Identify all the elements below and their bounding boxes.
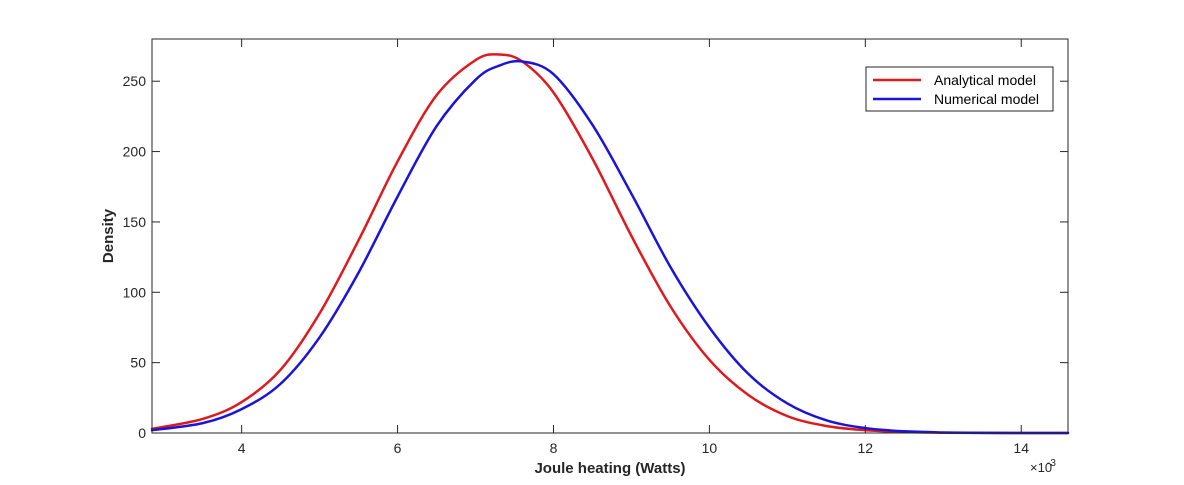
legend-label-numerical: Numerical model xyxy=(934,91,1039,107)
y-tick-label: 0 xyxy=(138,425,146,441)
x-tick-label: 12 xyxy=(858,440,874,456)
axes-box xyxy=(151,38,1069,434)
y-axis-label: Density xyxy=(100,208,117,263)
axes-frame xyxy=(151,38,1069,434)
x-axis-ticks: 4 6 8 10 12 14 xyxy=(238,39,1029,456)
y-tick-label: 100 xyxy=(123,284,147,300)
series-line-numerical xyxy=(150,59,1070,435)
x-exponent-base: ×10 xyxy=(1030,460,1052,475)
x-axis-label: Joule heating (Watts) xyxy=(534,460,685,477)
legend: Analytical model Numerical model xyxy=(865,66,1054,112)
x-tick-label: 14 xyxy=(1013,440,1029,456)
y-axis-ticks: 0 50 100 150 200 250 xyxy=(123,73,1068,441)
x-tick-label: 10 xyxy=(702,440,718,456)
y-tick-label: 200 xyxy=(123,144,147,160)
y-tick-label: 50 xyxy=(130,355,146,371)
x-axis-exponent: ×10 -3 xyxy=(1030,458,1056,475)
legend-box xyxy=(865,66,1054,112)
x-exponent-power: -3 xyxy=(1047,458,1056,469)
y-tick-label: 250 xyxy=(123,73,147,89)
series-curves xyxy=(150,53,1070,435)
x-tick-label: 8 xyxy=(550,440,558,456)
x-tick-label: 6 xyxy=(394,440,402,456)
y-tick-label: 150 xyxy=(123,214,147,230)
x-tick-label: 4 xyxy=(238,440,246,456)
legend-label-analytical: Analytical model xyxy=(934,72,1036,88)
